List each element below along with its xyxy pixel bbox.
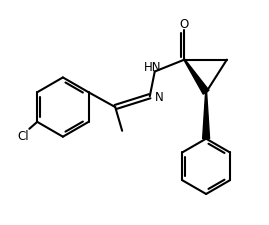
- Text: HN: HN: [144, 61, 161, 74]
- Text: O: O: [180, 18, 189, 30]
- Polygon shape: [184, 60, 209, 95]
- Text: Cl: Cl: [17, 130, 29, 143]
- Polygon shape: [203, 93, 210, 139]
- Text: N: N: [155, 90, 164, 103]
